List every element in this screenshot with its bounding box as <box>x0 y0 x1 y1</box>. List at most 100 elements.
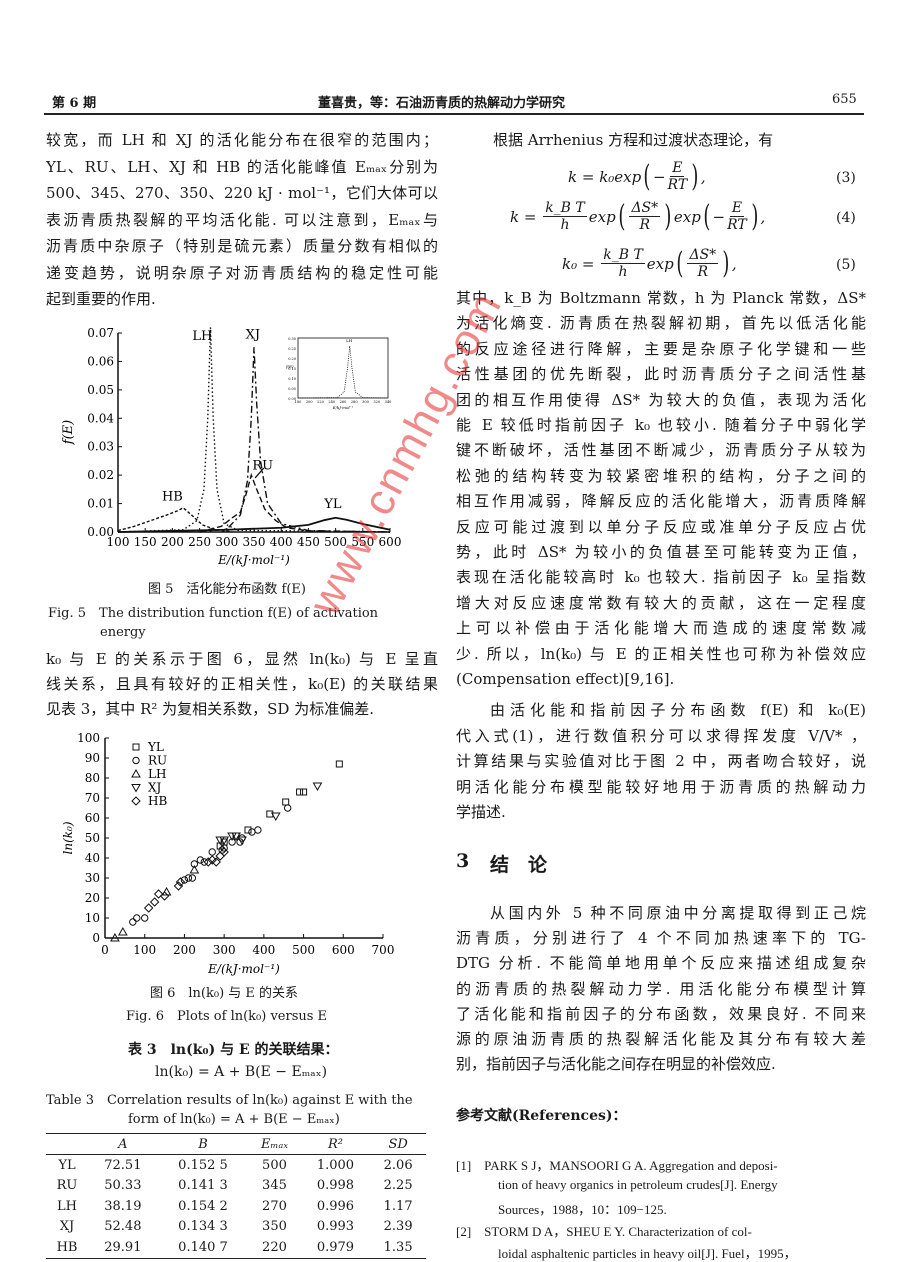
x-tick-label: 600 <box>332 943 355 957</box>
y-tick-label: 20 <box>85 891 100 905</box>
text-line: 团的相互作用使得 ΔS* 为较大的负值，表现为活化 <box>456 390 866 409</box>
data-point-RU <box>283 804 292 812</box>
x-tick-label: 200 <box>173 943 196 957</box>
reference-line: [2] STORM D A，SHEU E Y. Characterization… <box>456 1224 752 1239</box>
data-point-YL <box>300 788 308 796</box>
x-tick-label: 700 <box>372 943 395 957</box>
text-line: 500、345、270、350、220 kJ · mol⁻¹，它们大体可以代 <box>46 184 438 202</box>
y-tick-label: 30 <box>85 871 100 885</box>
equation-term: ) <box>664 198 672 234</box>
table-cell: 1.35 <box>383 1239 413 1255</box>
data-point-HB <box>175 877 186 887</box>
data-point-RU <box>129 918 137 926</box>
table-cell: YL <box>58 1157 76 1173</box>
inset-y-tick: 0.20 <box>288 357 296 361</box>
y-tick-label: 0.02 <box>87 468 114 482</box>
text-line: 起到重要的作用. <box>46 290 156 308</box>
data-point-XJ <box>270 812 281 822</box>
fig5-caption-cn: 图 5 活化能分布函数 f(E) <box>148 582 306 597</box>
x-tick-label: 0 <box>101 943 109 957</box>
table-cell: HB <box>56 1239 78 1255</box>
inset-x-tick: 220 <box>317 400 324 404</box>
table-cell: 500 <box>262 1157 287 1173</box>
table-cell: 0.154 2 <box>178 1198 228 1214</box>
data-point-RU <box>254 826 262 834</box>
y-tick-label: 0.00 <box>87 525 114 539</box>
inset-series-label: LH <box>346 338 353 343</box>
inset-y-tick: 0.05 <box>288 387 296 391</box>
fraction: ΔS* R <box>687 247 719 280</box>
text-line: YL、RU、LH、XJ 和 HB 的活化能峰值 Eₘₐₓ分别为 <box>46 157 438 176</box>
table-cell: 1.17 <box>383 1198 413 1214</box>
equation-term: , <box>760 207 766 226</box>
data-point-LH <box>110 932 120 942</box>
text-line: 表沥青质热裂解的平均活化能. 可以注意到，Eₘₐₓ与 <box>46 210 438 229</box>
data-point-YL <box>282 798 290 806</box>
table3-title-en-2: form of ln(k₀) = A + B(E − Eₘₐₓ) <box>128 1112 340 1127</box>
table-cell: 2.06 <box>383 1157 413 1173</box>
table-cell: 0.993 <box>316 1219 355 1235</box>
inset-y-tick: 0.10 <box>288 377 296 381</box>
equation-term: ( <box>676 245 684 281</box>
table3-formula: ln(k₀) = A + B(E − Eₘₐₓ) <box>155 1064 328 1080</box>
inset-x-tick: 320 <box>373 400 380 404</box>
data-point-HB <box>159 891 170 901</box>
table-row: XJ 52.48 0.134 3 350 0.993 2.39 <box>46 1217 426 1238</box>
text-line: 表现在活化能较高时 k₀ 也较大. 指前因子 k₀ 呈指数 <box>456 568 866 587</box>
table-cell: 0.996 <box>316 1198 355 1214</box>
series-label: HB <box>162 490 183 505</box>
column-header: R² <box>300 1133 371 1155</box>
x-tick-label: 550 <box>351 535 374 549</box>
denominator: RT <box>667 177 688 193</box>
series-label: XJ <box>246 328 260 343</box>
fig5-caption-en-2: energy <box>100 625 146 640</box>
equation-number: (3) <box>836 170 856 186</box>
data-point-RU <box>248 828 256 836</box>
denominator: RT <box>727 217 747 233</box>
legend-marker-HB <box>131 796 141 806</box>
section-number: 3 <box>456 850 470 872</box>
header-rule <box>44 113 864 115</box>
y-tick-label: 0.03 <box>87 440 114 454</box>
equation-number: (5) <box>836 257 856 273</box>
data-point-RU <box>190 860 199 868</box>
data-point-RU <box>228 838 236 846</box>
numerator: k_B T <box>543 200 587 217</box>
equation-term: k = <box>510 207 542 226</box>
column-header: Eₘₐₓ <box>248 1133 301 1155</box>
text-line: 为活化熵变. 沥青质在热裂解初期，首先以低活化能 <box>456 314 866 333</box>
x-tick-label: 500 <box>324 535 347 549</box>
table-cell: 0.134 3 <box>178 1219 228 1235</box>
y-tick-label: 0.01 <box>87 497 114 511</box>
series-line-XJ <box>199 347 391 533</box>
text-line: 线关系，且具有较好的正相关性，k₀(E) 的关联结果 <box>46 675 438 693</box>
denominator: h <box>560 217 570 233</box>
numerator: E <box>729 200 745 217</box>
data-point-RU <box>196 856 205 864</box>
table-cell: 0.140 7 <box>178 1239 228 1255</box>
data-point-XJ <box>312 782 323 792</box>
numerator: ΔS* <box>687 247 719 264</box>
reference-line: loidal asphaltenic particles in heavy oi… <box>498 1246 797 1261</box>
y-tick-label: 80 <box>85 771 100 785</box>
data-point-HB <box>203 857 213 867</box>
fraction: ΔS* R <box>629 200 661 233</box>
table-3: A B Eₘₐₓ R² SD YL 72.51 0.152 5 500 1.000 2.06 RU 5… <box>46 1133 426 1259</box>
x-tick-label: 200 <box>161 535 184 549</box>
y-tick-label: 0.06 <box>87 354 114 368</box>
denominator: R <box>697 264 709 280</box>
equation-term: exp <box>673 207 701 226</box>
numerator: ΔS* <box>629 200 661 217</box>
inset-y-tick: 0.15 <box>288 367 296 371</box>
table-cell: 2.25 <box>383 1178 413 1194</box>
inset-y-label: f(E) <box>285 364 294 369</box>
table-cell: 220 <box>262 1239 287 1255</box>
table-cell: 29.91 <box>104 1239 142 1255</box>
series-line-RU <box>199 472 391 533</box>
x-tick-label: 500 <box>292 943 315 957</box>
equation-term: ) <box>691 158 699 194</box>
y-tick-label: 10 <box>85 911 100 925</box>
section-title: 结 论 <box>490 854 548 876</box>
text-line: 上可以补偿由于活化能增大而造成的速度常数减 <box>456 619 866 638</box>
